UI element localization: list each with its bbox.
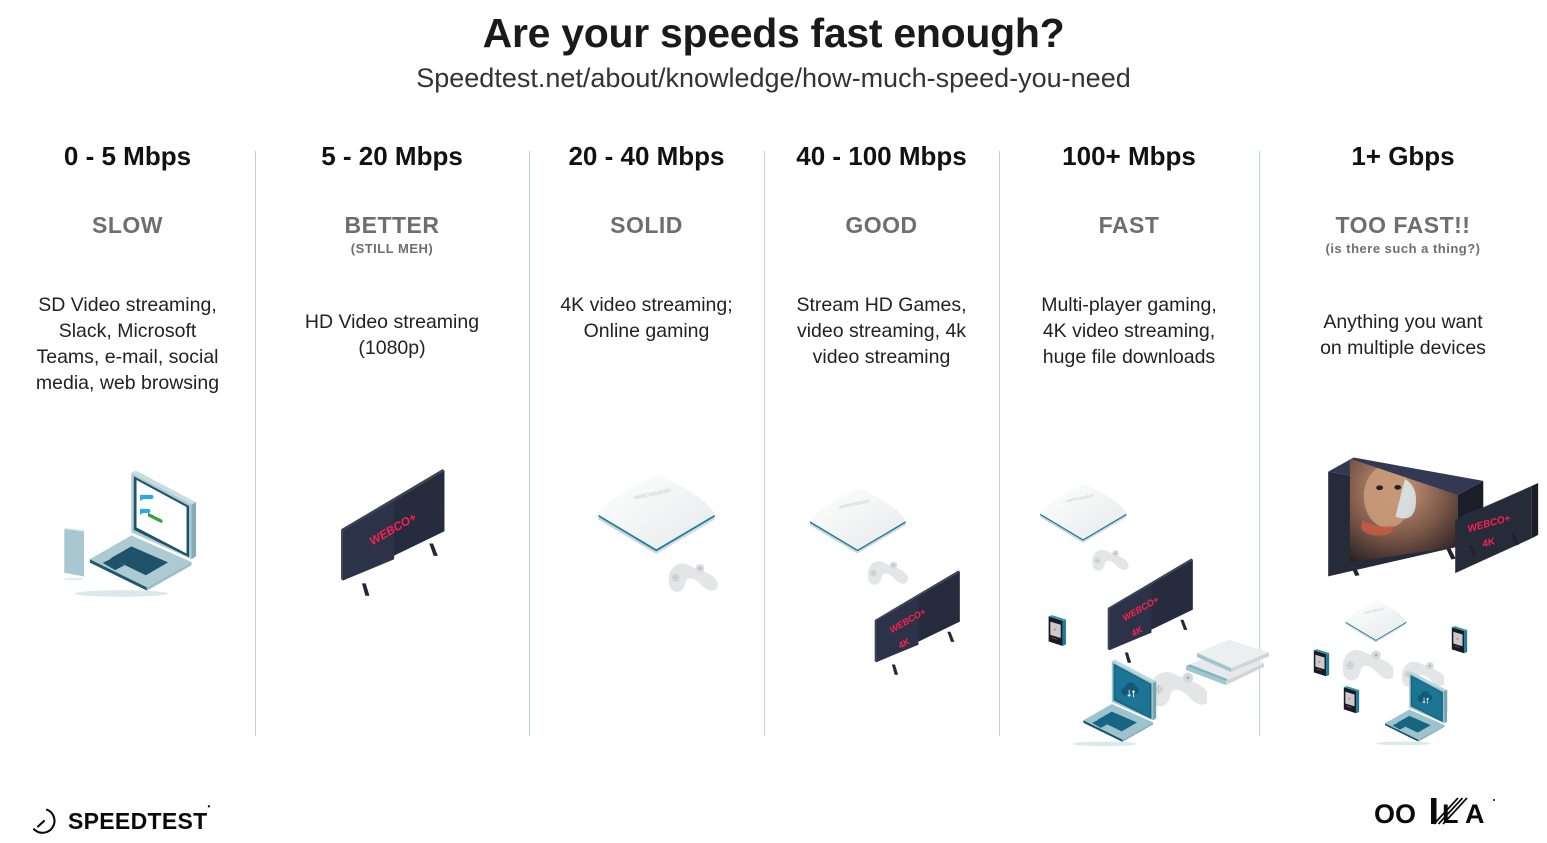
svg-text:L: L (1442, 799, 1459, 829)
svg-text:A: A (1465, 799, 1485, 829)
svg-text:OO: OO (1374, 799, 1416, 829)
